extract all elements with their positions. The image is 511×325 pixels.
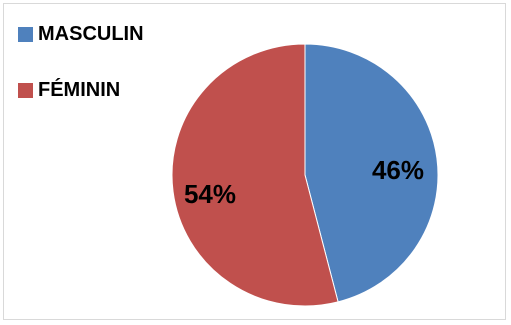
pie-slice-feminin	[171, 43, 339, 307]
legend-swatch-feminin	[18, 83, 33, 98]
legend-label-feminin: FÉMININ	[38, 79, 121, 101]
pie-slice-masculin	[304, 43, 439, 303]
legend-swatch-masculin	[18, 27, 33, 42]
legend-label-masculin: MASCULIN	[38, 23, 144, 45]
slice-label-feminin: 54%	[184, 179, 236, 209]
slice-label-masculin: 46%	[372, 155, 424, 185]
